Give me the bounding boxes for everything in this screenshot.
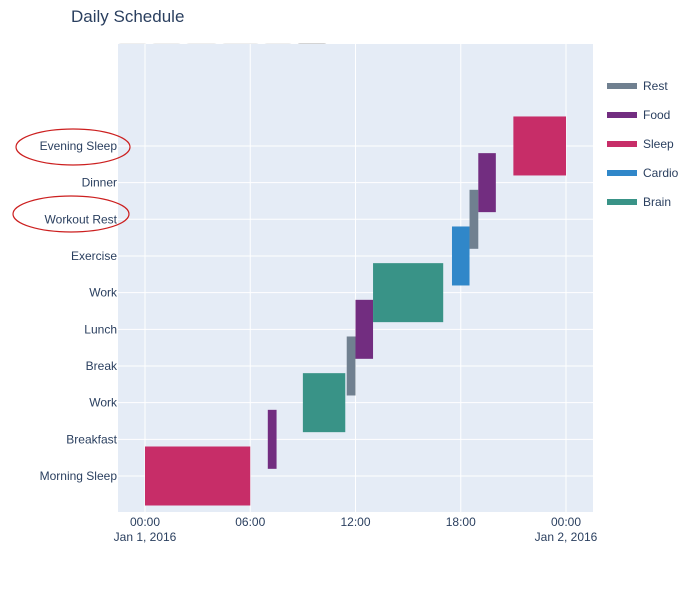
- y-tick-label: Dinner: [82, 176, 117, 190]
- legend-swatch: [607, 199, 637, 205]
- bar-lunch-4: [355, 299, 374, 359]
- legend-label: Brain: [643, 195, 671, 209]
- bar-work-5: [373, 263, 444, 323]
- legend-item-rest[interactable]: Rest: [607, 79, 668, 93]
- legend-item-sleep[interactable]: Sleep: [607, 137, 674, 151]
- legend-swatch: [607, 141, 637, 147]
- legend-label: Rest: [643, 79, 668, 93]
- y-tick-label: Breakfast: [66, 432, 117, 446]
- legend: Rest Food Sleep Cardio Brain: [607, 79, 679, 209]
- legend-swatch: [607, 170, 637, 176]
- legend-item-cardio[interactable]: Cardio: [607, 166, 679, 180]
- bar-dinner-8: [478, 153, 496, 213]
- x-tick-date-label: Jan 1, 2016: [114, 530, 177, 544]
- annotation-circle-evening-sleep: [15, 128, 131, 166]
- y-tick-label: Work: [89, 286, 118, 300]
- bar-morning-sleep-0: [145, 446, 251, 506]
- chart-title: Daily Schedule: [71, 7, 184, 26]
- x-tick-date-label: Jan 2, 2016: [535, 530, 598, 544]
- bars: [145, 116, 566, 506]
- y-tick-label: Exercise: [71, 249, 117, 263]
- legend-swatch: [607, 112, 637, 118]
- y-tick-label: Morning Sleep: [40, 469, 118, 483]
- y-tick-label: Evening Sleep: [40, 139, 118, 153]
- legend-swatch: [607, 83, 637, 89]
- y-tick-label: Workout Rest: [45, 212, 118, 226]
- bar-work-2: [302, 373, 346, 433]
- annotation-circle-workout-rest: [12, 195, 130, 233]
- bar-break-3: [346, 336, 356, 396]
- y-tick-label: Lunch: [84, 322, 117, 336]
- x-tick-label: 00:00: [551, 515, 581, 529]
- bar-exercise-6: [451, 226, 470, 286]
- x-tick-label: 00:00: [130, 515, 160, 529]
- y-tick-label: Work: [89, 396, 118, 410]
- x-tick-label: 18:00: [446, 515, 476, 529]
- y-tick-label: Break: [86, 359, 118, 373]
- bar-evening-sleep-9: [513, 116, 566, 176]
- legend-label: Cardio: [643, 166, 679, 180]
- bar-workout-rest-7: [469, 189, 479, 249]
- legend-item-brain[interactable]: Brain: [607, 195, 671, 209]
- legend-label: Food: [643, 108, 670, 122]
- bar-breakfast-1: [267, 409, 277, 469]
- legend-label: Sleep: [643, 137, 674, 151]
- x-tick-label: 06:00: [235, 515, 265, 529]
- x-tick-label: 12:00: [340, 515, 370, 529]
- legend-item-food[interactable]: Food: [607, 108, 670, 122]
- y-axis: Morning Sleep Breakfast Work Break Lunch Work…: [40, 139, 118, 483]
